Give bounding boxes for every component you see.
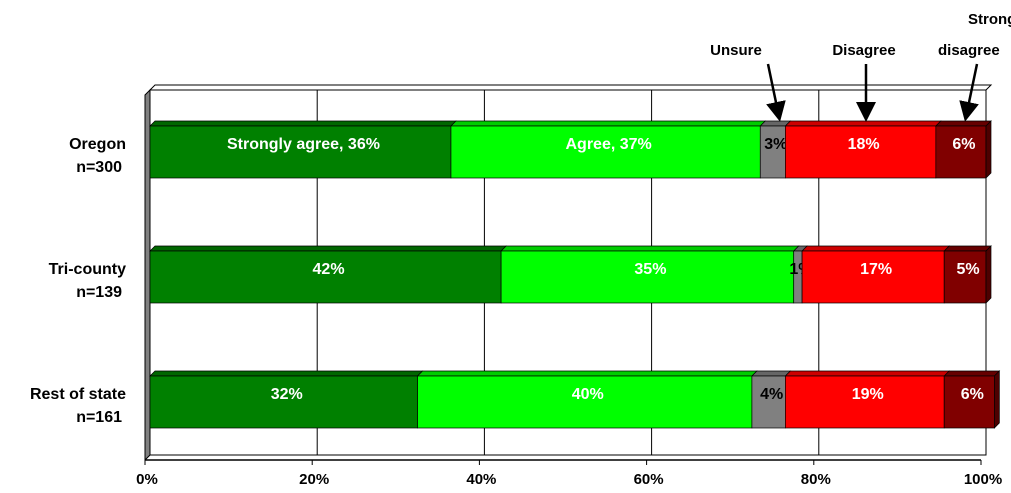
bar-end-face xyxy=(985,245,992,304)
bar-segment-top xyxy=(801,245,951,252)
x-tick-label: 40% xyxy=(466,471,496,488)
bar-segment xyxy=(417,375,753,429)
data-label: 3% xyxy=(764,136,787,153)
callout-label: Strongly xyxy=(968,11,1011,28)
bar-segment xyxy=(785,125,937,179)
category-n-label: n=161 xyxy=(76,409,122,426)
bar-segment xyxy=(943,250,987,304)
bar-segment xyxy=(751,375,786,429)
callout-arrow xyxy=(959,63,979,122)
data-label: 6% xyxy=(961,386,984,403)
bar-end-face xyxy=(985,120,992,179)
plot-side-wall xyxy=(144,88,151,462)
x-tick-label: 100% xyxy=(964,471,1002,488)
x-tick-label: 60% xyxy=(634,471,664,488)
bar-segment xyxy=(149,125,452,179)
bar-segment-top xyxy=(784,120,942,127)
bar-segment-top xyxy=(784,370,951,377)
x-tick-label: 80% xyxy=(801,471,831,488)
category-label: Tri-county xyxy=(49,261,126,278)
x-tick-label: 20% xyxy=(299,471,329,488)
data-label: 42% xyxy=(313,261,345,278)
data-label: Agree, 37% xyxy=(565,136,651,153)
category-label: Oregon xyxy=(69,136,126,153)
bar-segment xyxy=(943,375,995,429)
data-label: 35% xyxy=(634,261,666,278)
bar-segment-top xyxy=(943,245,992,252)
bar-segment-top xyxy=(149,370,424,377)
bar-segment xyxy=(801,250,945,304)
data-label: 6% xyxy=(952,136,975,153)
bar-end-face xyxy=(994,370,1000,429)
callout-label: Unsure xyxy=(710,42,762,59)
callout-label: Disagree xyxy=(832,42,895,59)
callout-arrow xyxy=(766,63,786,122)
plot-area: 0% 20% 40% 60% 80% 100% Strongly agree, 36% Agr… xyxy=(30,11,1011,488)
data-label: 5% xyxy=(957,261,980,278)
data-label: 19% xyxy=(852,386,884,403)
bar-segment-top xyxy=(943,370,1001,377)
data-label: 18% xyxy=(848,136,880,153)
data-label: 40% xyxy=(572,386,604,403)
category-n-label: n=300 xyxy=(76,159,122,176)
callout-label: disagree xyxy=(938,42,1000,59)
bar-segment xyxy=(149,250,502,304)
bar-segment xyxy=(450,125,761,179)
data-label: 4% xyxy=(760,386,783,403)
category-n-label: n=139 xyxy=(76,284,122,301)
data-label: 32% xyxy=(271,386,303,403)
bar-segment-top xyxy=(416,370,758,377)
bar-segment xyxy=(500,250,795,304)
bar-segment-top xyxy=(149,245,507,252)
bar-segment-top xyxy=(500,245,800,252)
bar-segment-top xyxy=(934,120,992,127)
data-label: Strongly agree, 36% xyxy=(227,136,380,153)
data-label: 17% xyxy=(860,261,892,278)
x-tick-label: 0% xyxy=(136,471,158,488)
bar-segment-top xyxy=(450,120,767,127)
bar-segment xyxy=(149,375,418,429)
bar-segment xyxy=(935,125,987,179)
bar-segment-top xyxy=(751,370,792,377)
category-label: Rest of state xyxy=(30,386,126,403)
bar-segment-top xyxy=(149,120,457,127)
